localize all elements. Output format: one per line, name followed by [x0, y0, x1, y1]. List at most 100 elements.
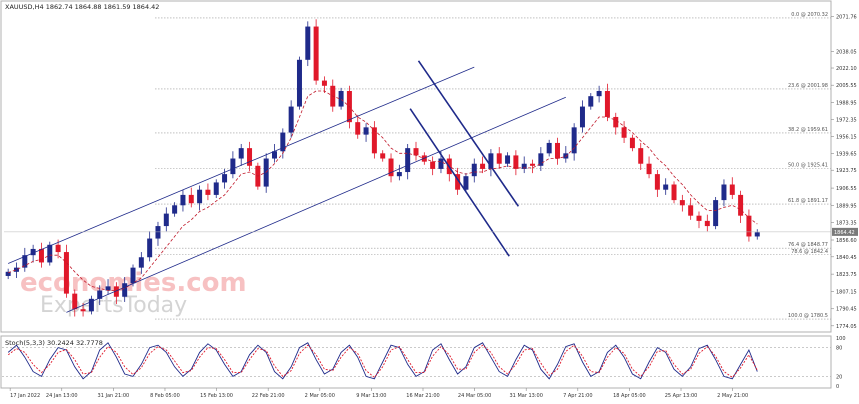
- candle-body: [480, 163, 486, 169]
- candle-body: [288, 106, 294, 133]
- fib-label-1: 23.6 @ 2001.98: [788, 83, 828, 89]
- candle-body: [272, 151, 278, 159]
- candle-body: [405, 148, 411, 173]
- candle-body: [72, 293, 78, 310]
- price-tick-label: 1823.75: [836, 272, 857, 278]
- price-tick-label: 1807.15: [836, 289, 857, 295]
- fib-label-4: 61.8 @ 1891.17: [788, 198, 828, 204]
- candle-body: [80, 309, 86, 312]
- candle-body: [463, 176, 469, 190]
- candle-body: [496, 153, 502, 164]
- time-tick-label: 2 May 21:00: [717, 393, 748, 399]
- candle-body: [638, 148, 644, 164]
- candle-body: [122, 283, 128, 297]
- candle-body: [588, 96, 594, 107]
- candle-body: [321, 80, 327, 86]
- candle-body: [88, 298, 94, 312]
- candle-body: [604, 90, 610, 117]
- candle-body: [679, 200, 685, 206]
- price-tick-label: 1774.05: [836, 324, 857, 330]
- candle-body: [388, 158, 394, 177]
- time-tick-label: 18 Apr 05:00: [613, 393, 646, 399]
- price-axis: 2071.76 2038.05 2022.10 2005.55 1988.95 1972.…: [4, 14, 858, 330]
- candle-body: [172, 205, 178, 214]
- candle-body: [438, 158, 444, 169]
- candle-body: [671, 184, 677, 201]
- time-axis: 17 Jan 2022 24 Jan 13:00 31 Jan 21:00 8 Feb…: [9, 388, 748, 399]
- candle-body: [629, 137, 635, 149]
- candlesticks: [5, 19, 760, 317]
- candle-body: [205, 189, 211, 195]
- candle-body: [155, 226, 161, 239]
- fib-label-2: 38.2 @ 1959.61: [788, 127, 828, 133]
- candle-body: [696, 215, 702, 221]
- moving-average: [8, 90, 758, 291]
- candle-body: [546, 142, 552, 154]
- candle-body: [222, 174, 228, 183]
- candle-body: [47, 244, 53, 263]
- candle-body: [197, 189, 203, 204]
- candle-body: [147, 238, 153, 258]
- price-tick-label: 2022.10: [836, 66, 857, 72]
- watermark-subbrand: ExpertsToday: [40, 293, 187, 318]
- price-tick-label: 1956.15: [836, 135, 857, 141]
- candle-body: [455, 174, 461, 190]
- stoch-tick-label: 20: [836, 374, 842, 380]
- candle-body: [505, 155, 511, 164]
- candle-body: [296, 59, 302, 107]
- candle-body: [130, 267, 136, 284]
- time-tick-label: 31 Jan 21:00: [98, 393, 130, 399]
- candle-body: [579, 106, 585, 128]
- price-tick-label: 1972.35: [836, 118, 857, 124]
- stoch-tick-label: 80: [836, 346, 842, 352]
- candle-body: [188, 194, 194, 204]
- stoch-tick-label: 100: [836, 336, 846, 342]
- time-tick-label: 25 Apr 13:00: [665, 393, 698, 399]
- trend-channels: [8, 60, 566, 313]
- candle-body: [280, 132, 286, 152]
- candle-body: [738, 194, 744, 216]
- time-tick-label: 16 Mar 21:00: [406, 393, 439, 399]
- ascending-channel-upper: [8, 66, 475, 264]
- candle-body: [338, 90, 344, 107]
- stochastic-oscillator: 100 80 20 0: [2, 336, 846, 390]
- price-tick-label: 1889.95: [836, 203, 857, 209]
- time-tick-label: 22 Feb 21:00: [252, 393, 285, 399]
- price-tick-label: 2071.76: [836, 14, 857, 20]
- price-tick-label: 2038.05: [836, 49, 857, 55]
- candle-body: [30, 248, 36, 256]
- fib-label-3: 50.0 @ 1925.41: [788, 162, 828, 168]
- fib-label-0: 0.0 @ 2070.32: [791, 12, 828, 18]
- stoch-main-line: [7, 342, 758, 380]
- stoch-signal-line: [7, 344, 758, 379]
- candle-body: [746, 215, 752, 237]
- candle-body: [363, 127, 369, 135]
- price-tick-label: 1873.35: [836, 221, 857, 227]
- candle-body: [621, 127, 627, 138]
- candle-body: [313, 26, 319, 81]
- candle-body: [521, 163, 527, 169]
- candle-body: [596, 90, 602, 97]
- price-tick-label: 1923.75: [836, 168, 857, 174]
- last-price-label: 1864.42: [834, 230, 855, 236]
- price-tick-label: 1988.95: [836, 100, 857, 106]
- candle-body: [688, 205, 694, 216]
- candle-body: [113, 286, 119, 297]
- symbol-header: XAUUSD,H4 1862.74 1864.88 1861.59 1864.4…: [5, 3, 159, 11]
- candle-body: [380, 153, 386, 159]
- candle-body: [238, 148, 244, 159]
- time-tick-label: 17 Jan 2022: [10, 393, 40, 399]
- price-tick-label: 1856.60: [836, 238, 857, 244]
- descending-channel-lower: [409, 108, 510, 257]
- candle-body: [729, 184, 735, 195]
- candle-body: [63, 252, 69, 294]
- candle-body: [5, 271, 11, 276]
- candle-body: [97, 290, 103, 299]
- descending-channel-upper: [417, 60, 520, 207]
- candle-body: [371, 127, 377, 154]
- candle-body: [230, 158, 236, 175]
- fibonacci-levels: 0.0 @ 2070.32 23.6 @ 2001.98 38.2 @ 1959.6…: [155, 12, 831, 320]
- time-tick-label: 2 Mar 05:00: [305, 393, 335, 399]
